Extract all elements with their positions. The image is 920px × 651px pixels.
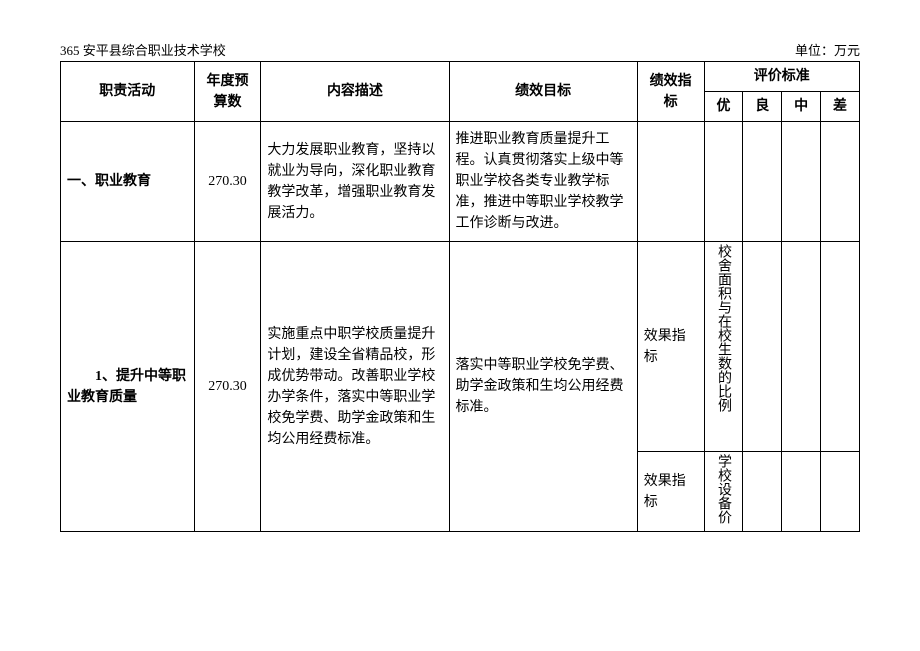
eval-text: 校舍面积与在校生数的比例 [713, 244, 734, 412]
main-table: 职责活动 年度预算数 内容描述 绩效目标 绩效指标 评价标准 优 良 中 差 一… [60, 61, 860, 532]
col-goal: 绩效目标 [449, 62, 637, 122]
cell-index: 效果指标 [637, 242, 704, 452]
cell-desc: 实施重点中职学校质量提升计划，建设全省精品校，形成优势带动。改善职业学校办学条件… [261, 242, 449, 532]
header-row-1: 职责活动 年度预算数 内容描述 绩效目标 绩效指标 评价标准 [61, 62, 860, 92]
cell-index [637, 122, 704, 242]
cell-budget: 270.30 [194, 242, 261, 532]
cell-eval-d [821, 122, 860, 242]
table-row: 一、职业教育 270.30 大力发展职业教育，坚持以就业为导向，深化职业教育教学… [61, 122, 860, 242]
cell-eval-b [743, 452, 782, 532]
cell-eval-b [743, 122, 782, 242]
col-index: 绩效指标 [637, 62, 704, 122]
header-right: 单位：万元 [795, 40, 860, 59]
cell-eval-d [821, 452, 860, 532]
col-eval-c: 中 [782, 92, 821, 122]
cell-activity: 一、职业教育 [61, 122, 195, 242]
col-eval-group: 评价标准 [704, 62, 859, 92]
col-activity: 职责活动 [61, 62, 195, 122]
cell-eval-a: 学校设备价 [704, 452, 743, 532]
cell-eval-c [782, 242, 821, 452]
cell-activity: 1、提升中等职业教育质量 [61, 242, 195, 532]
cell-goal: 推进职业教育质量提升工程。认真贯彻落实上级中等职业学校各类专业教学标准，推进中等… [449, 122, 637, 242]
eval-text: 学校设备价 [713, 454, 734, 524]
cell-desc: 大力发展职业教育，坚持以就业为导向，深化职业教育教学改革，增强职业教育发展活力。 [261, 122, 449, 242]
cell-eval-a [704, 122, 743, 242]
col-eval-d: 差 [821, 92, 860, 122]
header-left: 365 安平县综合职业技术学校 [60, 40, 226, 59]
cell-goal: 落实中等职业学校免学费、助学金政策和生均公用经费标准。 [449, 242, 637, 532]
cell-eval-c [782, 122, 821, 242]
cell-eval-a: 校舍面积与在校生数的比例 [704, 242, 743, 452]
col-desc: 内容描述 [261, 62, 449, 122]
cell-budget: 270.30 [194, 122, 261, 242]
table-row: 1、提升中等职业教育质量 270.30 实施重点中职学校质量提升计划，建设全省精… [61, 242, 860, 452]
page-header: 365 安平县综合职业技术学校 单位：万元 [60, 40, 860, 59]
col-eval-b: 良 [743, 92, 782, 122]
cell-index: 效果指标 [637, 452, 704, 532]
cell-eval-b [743, 242, 782, 452]
col-eval-a: 优 [704, 92, 743, 122]
col-budget: 年度预算数 [194, 62, 261, 122]
cell-eval-c [782, 452, 821, 532]
cell-eval-d [821, 242, 860, 452]
